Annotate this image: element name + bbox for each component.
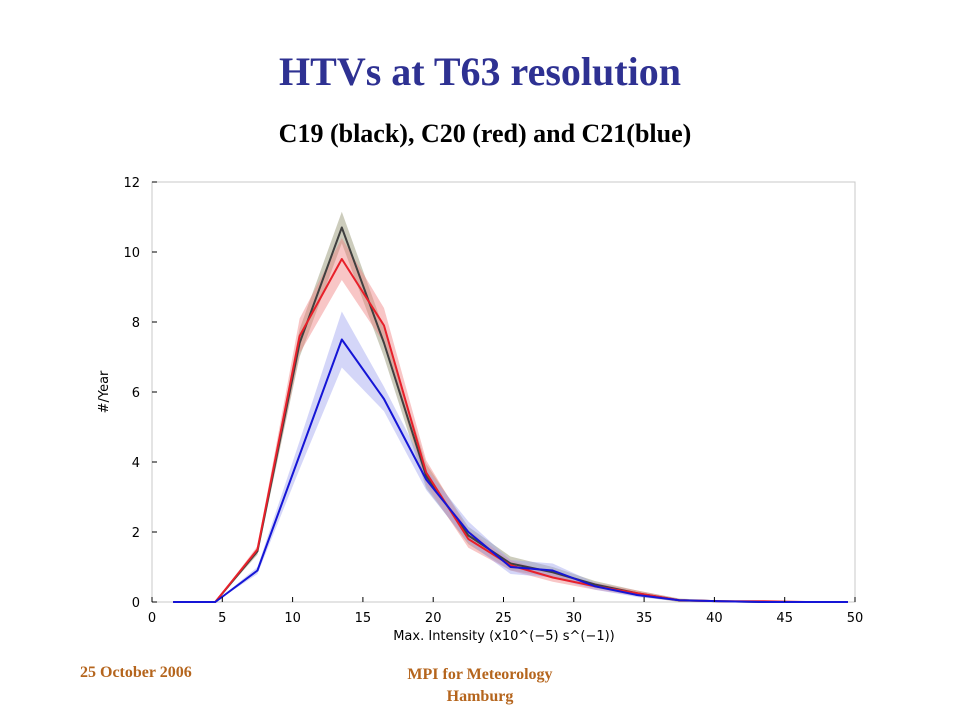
x-tick-label: 35 <box>636 611 653 626</box>
x-tick-label: 25 <box>495 611 512 626</box>
x-tick-label: 40 <box>706 611 723 626</box>
x-tick-label: 10 <box>284 611 301 626</box>
y-tick-label: 12 <box>123 176 140 191</box>
footer-org-line1: MPI for Meteorology <box>407 666 553 683</box>
x-tick-label: 30 <box>566 611 583 626</box>
y-tick-label: 8 <box>132 316 140 331</box>
y-tick-label: 0 <box>132 596 140 611</box>
footer-organization: MPI for Meteorology Hamburg <box>340 664 620 708</box>
slide-title: HTVs at T63 resolution <box>279 49 681 94</box>
x-tick-label: 45 <box>776 611 793 626</box>
slide-subtitle: C19 (black), C20 (red) and C21(blue) <box>278 119 692 148</box>
x-tick-label: 50 <box>847 611 864 626</box>
y-tick-label: 6 <box>132 386 140 401</box>
series-3-line <box>173 338 848 603</box>
x-tick-label: 0 <box>148 611 156 626</box>
x-tick-label: 5 <box>218 611 226 626</box>
x-tick-label: 15 <box>355 611 372 626</box>
series-lines <box>173 226 848 603</box>
y-axis-title: #/Year <box>97 370 112 413</box>
x-axis-ticks: 0 5 10 15 20 25 30 35 40 45 50 <box>148 597 863 626</box>
y-tick-label: 4 <box>132 456 140 471</box>
x-axis-title: Max. Intensity (x10^(−5) s^(−1)) <box>393 629 615 644</box>
y-tick-label: 10 <box>123 246 140 261</box>
y-tick-label: 2 <box>132 526 140 541</box>
footer-date: 25 October 2006 <box>80 664 192 681</box>
plot-frame <box>151 181 856 603</box>
footer-org-line2: Hamburg <box>446 688 514 705</box>
x-tick-label: 20 <box>425 611 442 626</box>
y-axis-ticks: 0 2 4 6 8 10 12 <box>123 176 157 611</box>
